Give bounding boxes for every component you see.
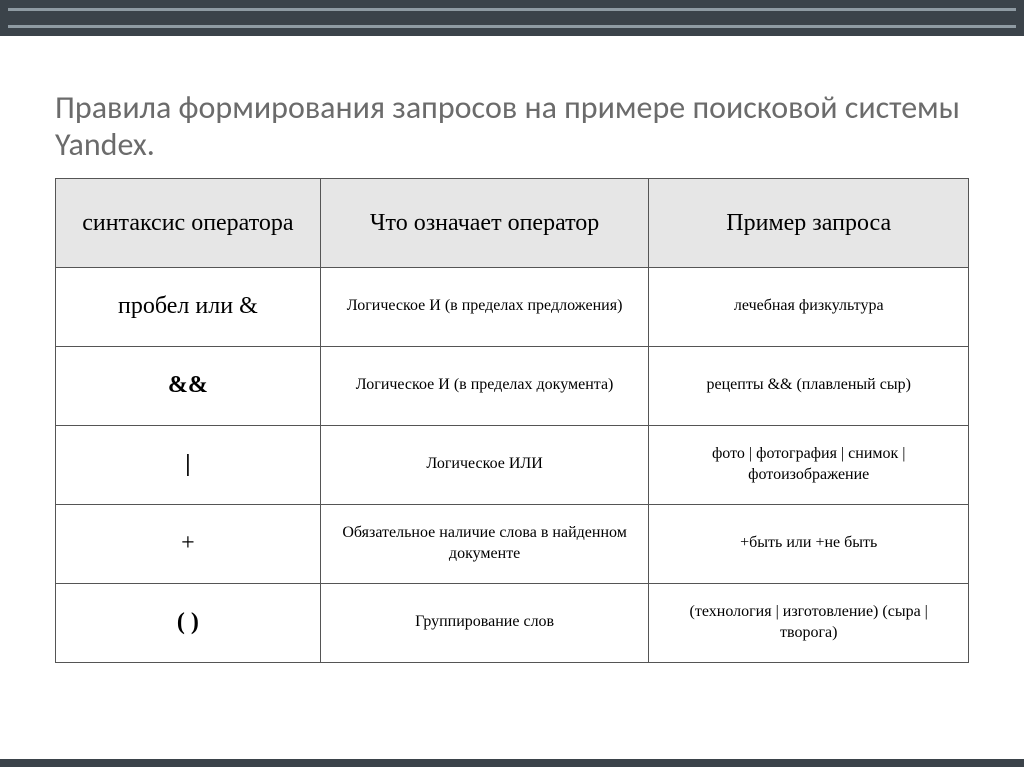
cell-meaning: Логическое И (в пределах предложения) — [320, 267, 649, 346]
cell-syntax: | — [56, 425, 321, 504]
col-header-syntax: синтаксис оператора — [56, 178, 321, 267]
table-row: && Логическое И (в пределах документа) р… — [56, 346, 969, 425]
top-border-band — [0, 0, 1024, 36]
cell-meaning: Группирование слов — [320, 583, 649, 662]
cell-meaning: Обязательное наличие слова в найденном д… — [320, 504, 649, 583]
bottom-border-band — [0, 759, 1024, 767]
cell-example: +быть или +не быть — [649, 504, 969, 583]
cell-example: лечебная физкультура — [649, 267, 969, 346]
cell-example: фото | фотография | снимок | фотоизображ… — [649, 425, 969, 504]
content-area: Правила формирования запросов на примере… — [55, 90, 969, 663]
col-header-meaning: Что означает оператор — [320, 178, 649, 267]
cell-syntax: && — [56, 346, 321, 425]
cell-syntax: ( ) — [56, 583, 321, 662]
cell-syntax: + — [56, 504, 321, 583]
top-border-inner-line-2 — [8, 25, 1016, 28]
cell-meaning: Логическое И (в пределах документа) — [320, 346, 649, 425]
col-header-example: Пример запроса — [649, 178, 969, 267]
operators-table: синтаксис оператора Что означает операто… — [55, 178, 969, 663]
cell-syntax: пробел или & — [56, 267, 321, 346]
table-header-row: синтаксис оператора Что означает операто… — [56, 178, 969, 267]
cell-example: (технология | изготовление) (сыра | твор… — [649, 583, 969, 662]
cell-meaning: Логическое ИЛИ — [320, 425, 649, 504]
top-border-inner-line-1 — [8, 8, 1016, 11]
cell-example: рецепты && (плавленый сыр) — [649, 346, 969, 425]
table-body: пробел или & Логическое И (в пределах пр… — [56, 267, 969, 662]
table-row: + Обязательное наличие слова в найденном… — [56, 504, 969, 583]
table-row: | Логическое ИЛИ фото | фотография | сни… — [56, 425, 969, 504]
slide-title: Правила формирования запросов на примере… — [55, 90, 969, 164]
slide: Правила формирования запросов на примере… — [0, 0, 1024, 767]
table-row: пробел или & Логическое И (в пределах пр… — [56, 267, 969, 346]
table-row: ( ) Группирование слов (технология | изг… — [56, 583, 969, 662]
